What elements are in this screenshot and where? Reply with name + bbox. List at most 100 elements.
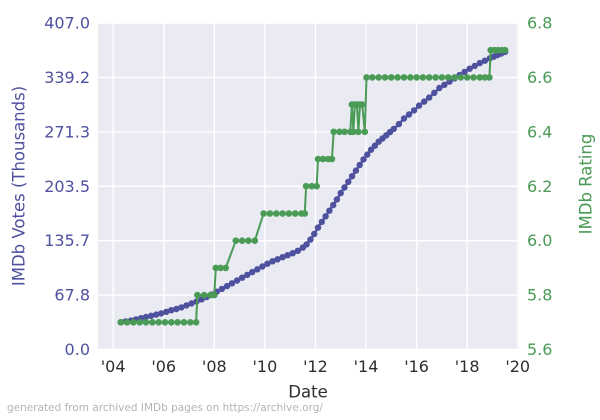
imdb-rating-marker — [117, 319, 125, 326]
x-tick-label: '12 — [303, 357, 328, 376]
x-tick-label: '20 — [505, 357, 530, 376]
imdb-votes-thousands-marker — [284, 252, 291, 259]
imdb-rating-marker — [161, 319, 169, 326]
x-tick-label: '06 — [151, 357, 176, 376]
imdb-rating-marker — [350, 128, 357, 136]
imdb-rating-marker — [291, 210, 299, 217]
imdb-votes-thousands-marker — [436, 84, 443, 92]
imdb-votes-thousands-marker — [307, 236, 314, 243]
imdb-rating-marker — [136, 319, 143, 326]
imdb-rating-marker — [308, 182, 316, 190]
imdb-votes-thousands-marker — [173, 305, 180, 313]
imdb-votes-thousands-marker — [426, 94, 433, 101]
imdb-rating-marker — [432, 74, 439, 81]
imdb-rating-marker — [369, 74, 376, 81]
imdb-rating-marker — [211, 291, 218, 299]
imdb-votes-thousands-marker — [466, 65, 473, 72]
imdb-votes-thousands-marker — [274, 256, 281, 263]
imdb-votes-thousands-marker — [244, 271, 251, 279]
x-tick-label: '18 — [455, 357, 480, 376]
imdb-votes-thousands-marker — [326, 207, 333, 214]
imdb-rating-marker — [319, 155, 327, 163]
imdb-rating-marker — [302, 182, 310, 190]
imdb-rating-marker — [285, 210, 293, 217]
x-tick-label: '10 — [253, 357, 278, 376]
imdb-votes-thousands-marker — [188, 300, 195, 307]
imdb-votes-thousands-marker — [314, 224, 322, 231]
y-right-tick-label: 5.6 — [527, 340, 552, 359]
imdb-rating-marker — [438, 74, 446, 81]
y-left-tick-label: 271.3 — [44, 122, 90, 141]
imdb-rating-marker — [394, 74, 401, 81]
imdb-votes-thousands-marker — [431, 89, 438, 97]
source-note: generated from archived IMDb pages on ht… — [7, 402, 323, 414]
imdb-votes-thousands-marker — [311, 230, 318, 238]
imdb-rating-marker — [355, 128, 362, 136]
imdb-votes-thousands-marker — [178, 304, 185, 311]
imdb-rating-marker — [341, 128, 348, 136]
imdb-rating-marker — [174, 319, 181, 326]
imdb-rating-marker — [273, 210, 280, 217]
imdb-votes-thousands-marker — [345, 178, 352, 185]
imdb-rating-marker — [222, 264, 229, 272]
imdb-rating-marker — [451, 74, 458, 81]
y-left-tick-label: 407.0 — [44, 14, 90, 33]
imdb-votes-thousands-marker — [348, 173, 356, 180]
imdb-votes-thousands-marker — [249, 268, 256, 276]
imdb-rating-marker — [266, 210, 274, 217]
x-axis-label: Date — [288, 382, 328, 402]
imdb-rating-marker — [388, 74, 395, 81]
imdb-votes-thousands-marker — [163, 308, 170, 315]
imdb-rating-marker — [279, 210, 286, 217]
imdb-votes-thousands-marker — [352, 167, 360, 174]
imdb-rating-marker — [187, 319, 194, 326]
imdb-votes-thousands-marker — [415, 102, 423, 109]
imdb-rating-marker — [301, 210, 309, 217]
imdb-votes-thousands-marker — [405, 111, 413, 118]
y-right-tick-label: 6.0 — [527, 231, 552, 250]
imdb-rating-marker — [123, 319, 131, 326]
imdb-rating-marker — [168, 319, 175, 326]
imdb-votes-thousands-marker — [337, 189, 344, 197]
imdb-rating-marker — [375, 74, 383, 81]
imdb-rating-marker — [200, 291, 208, 299]
imdb-votes-thousands-marker — [471, 62, 478, 70]
imdb-rating-marker — [444, 74, 452, 81]
imdb-votes-thousands-marker — [294, 247, 301, 254]
imdb-rating-marker — [251, 237, 259, 244]
x-tick-label: '08 — [202, 357, 227, 376]
x-tick-label: '04 — [101, 357, 126, 376]
imdb-rating-marker — [328, 155, 336, 163]
imdb-votes-thousands-marker — [390, 125, 397, 133]
imdb-rating-marker — [381, 74, 389, 81]
y-right-tick-label: 6.2 — [527, 177, 552, 196]
imdb-rating-marker — [260, 210, 267, 217]
imdb-votes-thousands-marker — [259, 263, 266, 270]
y-axis-label-left: IMDb Votes (Thousands) — [9, 85, 29, 287]
imdb-votes-thousands-marker — [158, 310, 165, 317]
imdb-votes-thousands-marker — [333, 196, 341, 203]
imdb-votes-thousands-marker — [481, 57, 489, 64]
imdb-rating-marker — [313, 182, 321, 190]
imdb-rating-marker — [330, 128, 338, 136]
y-left-tick-label: 0.0 — [65, 340, 90, 359]
imdb-rating-marker — [363, 74, 370, 81]
imdb-rating-marker — [413, 74, 420, 81]
imdb-votes-thousands-marker — [289, 250, 296, 257]
imdb-votes-thousands-marker — [367, 146, 375, 153]
imdb-rating-marker — [463, 74, 471, 81]
imdb-rating-marker — [336, 128, 343, 136]
imdb-votes-thousands-marker — [360, 156, 367, 163]
imdb-votes-thousands-marker — [269, 258, 276, 265]
y-right-tick-label: 6.8 — [527, 14, 552, 33]
imdb-rating-marker — [314, 155, 322, 163]
imdb-votes-thousands-marker — [410, 107, 418, 114]
imdb-rating-marker — [217, 264, 224, 272]
y-left-tick-label: 67.8 — [54, 286, 90, 305]
imdb-votes-thousands-marker — [364, 151, 371, 158]
imdb-rating-marker — [238, 237, 246, 244]
imdb-votes-thousands-marker — [461, 68, 468, 76]
imdb-votes-thousands-marker — [279, 254, 286, 261]
y-right-tick-label: 6.4 — [527, 122, 552, 141]
